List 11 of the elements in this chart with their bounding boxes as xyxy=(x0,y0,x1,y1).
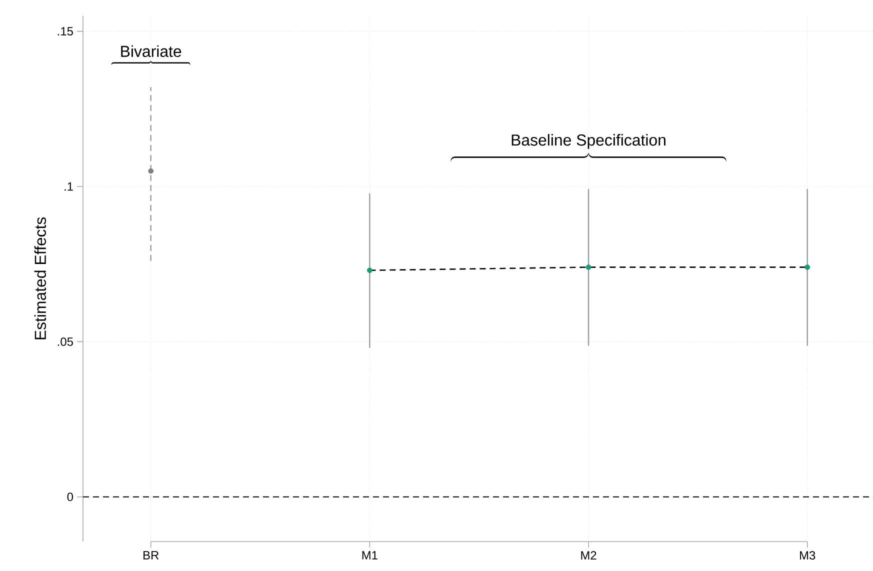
y-tick-label: .15 xyxy=(58,27,73,36)
annotation: Bivariate xyxy=(121,45,182,58)
y-axis-title: Estimated Effects xyxy=(34,217,46,340)
x-tick-label: M3 xyxy=(800,551,816,560)
y-tick-label: 0 xyxy=(67,492,74,502)
x-tick-label: BR xyxy=(144,551,159,560)
x-tick-label: M2 xyxy=(581,551,596,560)
annotation: Baseline Specification xyxy=(512,134,666,149)
y-tick-label: .05 xyxy=(58,337,73,346)
x-tick-label: M1 xyxy=(362,551,378,560)
y-tick-label: .1 xyxy=(64,182,73,191)
